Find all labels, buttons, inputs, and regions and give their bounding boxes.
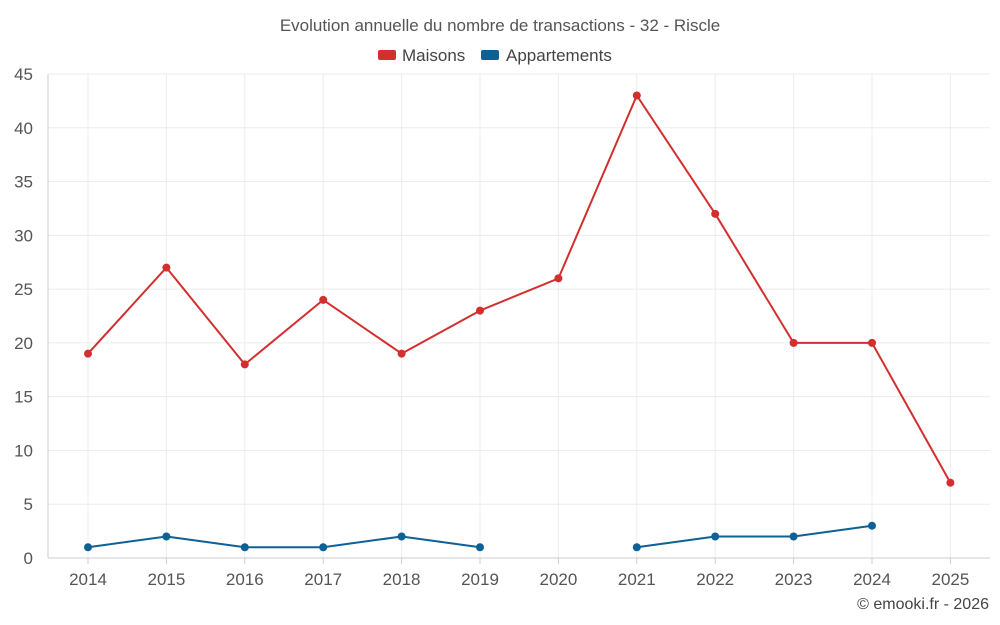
y-tick-label: 0: [24, 549, 33, 568]
data-point-maisons-2025[interactable]: [946, 478, 955, 487]
legend: Maisons Appartements: [378, 46, 612, 65]
y-tick-label: 45: [14, 65, 33, 84]
series-line-maisons: [87, 94, 952, 484]
x-tick-label: 2017: [304, 570, 342, 589]
data-point-maisons-2020[interactable]: [554, 274, 563, 283]
data-point-appartements-2023[interactable]: [789, 532, 798, 541]
data-point-maisons-2016[interactable]: [240, 360, 249, 369]
data-point-maisons-2021[interactable]: [632, 91, 641, 100]
x-tick-label: 2016: [226, 570, 264, 589]
series-appartements: [84, 521, 876, 552]
y-tick-label: 30: [14, 226, 33, 245]
y-tick-label: 10: [14, 441, 33, 460]
plot-area: [84, 91, 955, 552]
x-tick-label: 2020: [539, 570, 577, 589]
x-tick-label: 2018: [383, 570, 421, 589]
x-tick-label: 2019: [461, 570, 499, 589]
y-tick-label: 35: [14, 173, 33, 192]
x-tick-label: 2014: [69, 570, 107, 589]
data-point-appartements-2024[interactable]: [868, 521, 876, 530]
x-tick-label: 2023: [775, 570, 813, 589]
data-point-maisons-2017[interactable]: [319, 295, 328, 304]
legend-swatch-appartements: [481, 50, 499, 60]
data-point-appartements-2019[interactable]: [476, 543, 484, 552]
data-point-maisons-2022[interactable]: [711, 209, 720, 218]
legend-swatch-maisons: [378, 50, 396, 60]
y-tick-label: 40: [14, 119, 33, 138]
x-tick-label: 2021: [618, 570, 656, 589]
y-tick-label: 15: [14, 388, 33, 407]
x-tick-label: 2024: [853, 570, 891, 589]
x-tick-label: 2015: [147, 570, 185, 589]
series-line-appartements: [87, 524, 873, 549]
data-point-appartements-2018[interactable]: [397, 532, 406, 541]
legend-item-maisons[interactable]: Maisons: [378, 46, 465, 65]
y-tick-label: 20: [14, 334, 33, 353]
data-point-maisons-2018[interactable]: [397, 349, 406, 358]
series-maisons: [84, 91, 955, 487]
data-point-maisons-2014[interactable]: [84, 349, 92, 358]
legend-item-appartements[interactable]: Appartements: [481, 46, 612, 65]
legend-label-maisons: Maisons: [402, 46, 465, 65]
x-tick-label: 2025: [931, 570, 969, 589]
data-point-appartements-2021[interactable]: [632, 543, 641, 552]
data-point-appartements-2022[interactable]: [711, 532, 720, 541]
data-point-maisons-2019[interactable]: [476, 306, 484, 315]
chart-title: Evolution annuelle du nombre de transact…: [280, 16, 720, 35]
data-point-appartements-2016[interactable]: [240, 543, 249, 552]
grid: [48, 73, 990, 558]
data-point-appartements-2014[interactable]: [84, 543, 92, 552]
credit: © emooki.fr - 2026: [857, 596, 989, 613]
data-point-appartements-2017[interactable]: [319, 543, 328, 552]
data-point-maisons-2015[interactable]: [162, 263, 171, 272]
legend-label-appartements: Appartements: [506, 46, 612, 65]
y-tick-label: 25: [14, 280, 33, 299]
data-point-maisons-2024[interactable]: [868, 338, 876, 347]
data-point-appartements-2015[interactable]: [162, 532, 171, 541]
x-tick-label: 2022: [696, 570, 734, 589]
data-point-maisons-2023[interactable]: [789, 338, 798, 347]
y-tick-label: 5: [24, 495, 33, 514]
